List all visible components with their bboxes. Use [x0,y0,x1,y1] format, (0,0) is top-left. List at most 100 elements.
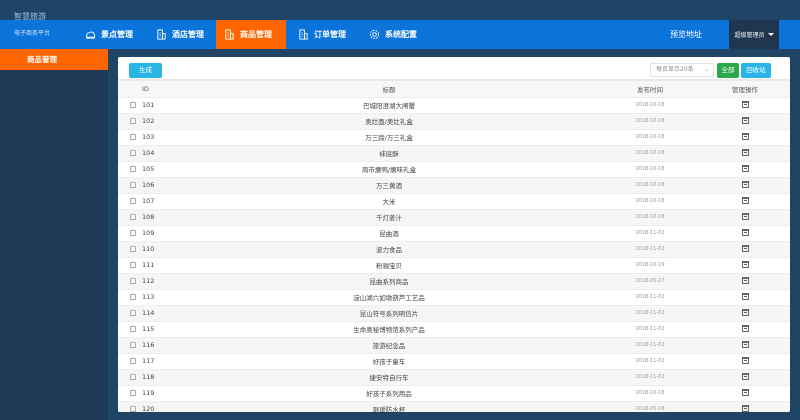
row-id: 102 [142,117,155,125]
table-row: 106 万三黄酒 2018-10-18 [118,177,790,194]
row-id: 104 [142,149,155,157]
table-row: 120 琨瑷防水杯 2018-05-18 [118,401,790,412]
id-cell: 101 [118,97,178,114]
edit-icon[interactable] [741,404,749,412]
edit-icon[interactable] [741,356,749,364]
row-checkbox[interactable] [130,326,136,332]
header-date: 发布时间 [600,81,700,98]
row-checkbox[interactable] [130,278,136,284]
table-row: 103 万三蹄/万三礼盒 2018-10-18 [118,129,790,146]
nav-item-products[interactable]: 商品管理 [216,20,286,49]
table-row: 117 好孩子童车 2018-11-02 [118,353,790,370]
date-cell: 2018-10-18 [600,161,700,178]
row-checkbox[interactable] [130,118,136,124]
title-cell: 奥灶面/奥灶礼盒 [178,113,600,130]
row-checkbox[interactable] [130,342,136,348]
nav-item-hotels[interactable]: 酒店管理 [148,20,212,49]
sidebar-item-products[interactable]: 商品管理 [0,49,108,70]
sidebar: 商品管理 [0,49,108,420]
preview-link[interactable]: 预览地址 [670,30,702,39]
title-cell: 大米 [178,193,600,210]
brand-subtitle: 电子商务平台 [14,30,51,37]
actions-cell [700,369,790,386]
edit-icon[interactable] [741,164,749,172]
edit-icon[interactable] [741,244,749,252]
row-checkbox[interactable] [130,230,136,236]
edit-icon[interactable] [741,116,749,124]
edit-icon[interactable] [741,148,749,156]
id-cell: 112 [118,273,178,290]
table-row: 112 昆曲系列商品 2018-05-27 [118,273,790,290]
edit-icon[interactable] [741,276,749,284]
nav-item-orders[interactable]: 订单管理 [290,20,354,49]
actions-cell [700,113,790,130]
actions-cell [700,401,790,412]
row-checkbox[interactable] [130,198,136,204]
admin-menu[interactable]: 超级管理员 [729,20,779,49]
id-cell: 120 [118,401,178,412]
id-cell: 113 [118,289,178,306]
title-cell: 生命奥秘博物馆系列产品 [178,321,600,338]
id-cell: 105 [118,161,178,178]
table-row: 116 旅游纪念品 2018-11-02 [118,337,790,354]
row-id: 106 [142,181,155,189]
nav-item-attractions[interactable]: 景点管理 [77,20,141,49]
title-cell: 粉骊宝贝 [178,257,600,274]
toolbar: 生成 每页显示20条 ⌄ 全部 回收站 [118,57,790,81]
row-checkbox[interactable] [130,246,136,252]
row-checkbox[interactable] [130,294,136,300]
row-checkbox[interactable] [130,390,136,396]
table-row: 119 好孩子系列用品 2018-10-18 [118,385,790,402]
generate-button[interactable]: 生成 [129,63,162,78]
row-checkbox[interactable] [130,214,136,220]
edit-icon[interactable] [741,340,749,348]
row-checkbox[interactable] [130,262,136,268]
edit-icon[interactable] [741,212,749,220]
table-row: 111 粉骊宝贝 2018-10-19 [118,257,790,274]
row-id: 109 [142,229,155,237]
edit-icon[interactable] [741,324,749,332]
edit-icon[interactable] [741,372,749,380]
nav-item-settings[interactable]: 系统配置 [361,20,425,49]
date-cell: 2018-10-18 [600,209,700,226]
row-checkbox[interactable] [130,182,136,188]
page-size-value: 每页显示20条 [656,66,694,73]
edit-icon[interactable] [741,308,749,316]
table-row: 102 奥灶面/奥灶礼盒 2018-10-18 [118,113,790,130]
table-row: 107 大米 2018-10-18 [118,193,790,210]
edit-icon[interactable] [741,180,749,188]
row-checkbox[interactable] [130,166,136,172]
row-checkbox[interactable] [130,102,136,108]
date-cell: 2018-11-02 [600,241,700,258]
recycle-bin-button[interactable]: 回收站 [741,63,771,78]
brand-name: 智慧旅游 [14,12,46,21]
date-cell: 2018-11-02 [600,321,700,338]
edit-icon[interactable] [741,228,749,236]
edit-icon[interactable] [741,196,749,204]
title-cell: 昆曲酒 [178,225,600,242]
actions-cell [700,209,790,226]
page-size-select[interactable]: 每页显示20条 ⌄ [650,63,714,77]
table-row: 101 巴城阳澄湖大闸蟹 2018-10-18 [118,97,790,114]
row-checkbox[interactable] [130,358,136,364]
row-checkbox[interactable] [130,374,136,380]
row-checkbox[interactable] [130,134,136,140]
edit-icon[interactable] [741,132,749,140]
edit-icon[interactable] [741,260,749,268]
title-cell: 千灯姜汁 [178,209,600,226]
date-cell: 2018-10-18 [600,385,700,402]
edit-icon[interactable] [741,388,749,396]
row-checkbox[interactable] [130,150,136,156]
date-cell: 2018-05-18 [600,401,700,412]
id-cell: 103 [118,129,178,146]
row-checkbox[interactable] [130,310,136,316]
edit-icon[interactable] [741,292,749,300]
all-button[interactable]: 全部 [717,63,739,78]
id-cell: 118 [118,369,178,386]
table-row: 104 袜底酥 2018-10-18 [118,145,790,162]
row-checkbox[interactable] [130,406,136,412]
date-cell: 2018-10-18 [600,129,700,146]
building-icon [225,29,234,40]
id-cell: 102 [118,113,178,130]
edit-icon[interactable] [741,100,749,108]
